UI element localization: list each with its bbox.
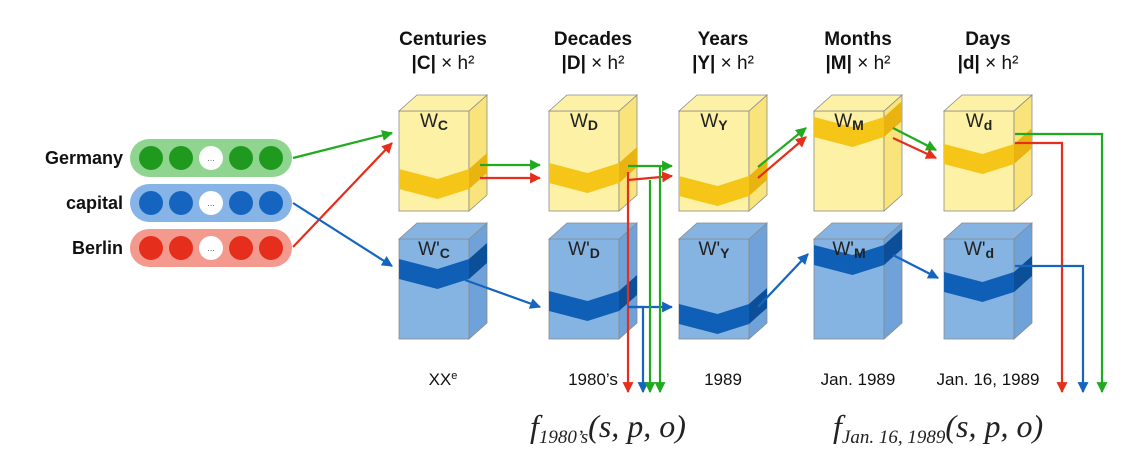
embedding-node <box>259 191 283 215</box>
weight-label: WD <box>570 111 598 133</box>
time-caption: Jan. 16, 1989 <box>936 370 1039 389</box>
band-stripe <box>549 291 619 321</box>
weight-box-y: WY <box>677 94 769 212</box>
band-stripe <box>944 272 1014 302</box>
red-output-arrow <box>1015 141 1068 394</box>
weight-label: Wd <box>966 111 993 133</box>
ellipsis-node <box>199 236 223 260</box>
blue-arrow <box>464 278 542 309</box>
band-stripe <box>944 144 1014 174</box>
blue-output-arrow <box>628 305 649 394</box>
blue-output-arrow <box>1015 264 1089 394</box>
band-stripe <box>814 117 884 147</box>
ellipsis-text: ... <box>207 153 215 163</box>
embedding-node <box>169 146 193 170</box>
weight-label: WY <box>700 111 728 133</box>
scoring-formulas: f1980’s(s, p, o) fJan. 16, 1989(s, p, o) <box>530 408 1043 448</box>
weight-box-prime-m: W'M <box>812 222 904 340</box>
embedding-node <box>259 146 283 170</box>
red-arrow <box>892 137 937 159</box>
score-function: fJan. 16, 1989(s, p, o) <box>833 408 1043 448</box>
weight-boxes: WC W'C WD W'D WY W'Y WM W'M Wd W'd <box>397 94 1034 340</box>
weight-box-prime-y: W'Y <box>677 222 769 340</box>
column-title: Days <box>965 29 1010 50</box>
input-embeddings: Germany ...capital ...Berlin... <box>45 139 292 267</box>
weight-label: WM <box>834 111 864 133</box>
column-dims: |D| × h² <box>562 53 625 74</box>
input-label: Germany <box>45 148 123 168</box>
embedding-node <box>229 191 253 215</box>
ellipsis-text: ... <box>207 198 215 208</box>
weight-box-d: WD <box>547 94 639 212</box>
green-arrow <box>892 127 937 151</box>
column-dims: |C| × h² <box>412 53 475 74</box>
red-arrow <box>292 142 393 248</box>
band-stripe <box>399 259 469 289</box>
band-stripe <box>549 163 619 193</box>
column-headers: Centuries |C| × h² Decades |D| × h² Years |Y|… <box>399 29 1018 74</box>
embedding-node <box>169 236 193 260</box>
column-dims: |d| × h² <box>958 53 1019 74</box>
ellipsis-node <box>199 191 223 215</box>
weight-label: W'M <box>832 239 865 261</box>
weight-box-prime-d: W'd <box>942 222 1034 340</box>
embedding-node <box>169 191 193 215</box>
time-captions: XXe 1980’s 1989 Jan. 1989 Jan. 16, 1989 <box>429 370 1040 389</box>
weight-box-prime-d: W'D <box>547 222 639 340</box>
blue-arrow <box>757 253 809 308</box>
band-stripe <box>679 176 749 206</box>
input-row-berlin: Berlin... <box>72 229 292 267</box>
weight-box-m: WM <box>812 94 904 212</box>
ellipsis-text: ... <box>207 243 215 253</box>
embedding-node <box>229 146 253 170</box>
red-arrow <box>627 171 674 183</box>
input-row-germany: Germany... <box>45 139 292 177</box>
green-arrow <box>757 127 807 168</box>
green-output-arrow <box>1015 132 1108 394</box>
weight-box-c: WC <box>397 94 489 212</box>
embedding-node <box>139 191 163 215</box>
column-dims: |M| × h² <box>825 53 890 74</box>
weight-label: W'Y <box>699 239 731 261</box>
time-caption: 1980’s <box>568 370 618 389</box>
red-arrow <box>757 136 807 179</box>
embedding-node <box>139 236 163 260</box>
weight-box-d: Wd <box>942 94 1034 212</box>
weight-label: WC <box>420 111 448 133</box>
weight-label: W'C <box>418 239 450 261</box>
blue-arrow <box>292 202 393 267</box>
column-title: Centuries <box>399 29 487 50</box>
weight-box-prime-c: W'C <box>397 222 489 340</box>
embedding-node <box>229 236 253 260</box>
input-label: capital <box>66 193 123 213</box>
weight-label: W'D <box>568 239 600 261</box>
weight-label: W'd <box>964 239 994 261</box>
time-caption: XXe <box>429 370 458 389</box>
time-caption: 1989 <box>704 370 742 389</box>
embedding-node <box>139 146 163 170</box>
column-title: Months <box>824 29 892 50</box>
input-label: Berlin <box>72 238 123 258</box>
score-function: f1980’s(s, p, o) <box>530 408 686 448</box>
flow-arrows <box>292 127 1108 394</box>
input-row-capital: capital... <box>66 184 292 222</box>
blue-arrow <box>892 254 939 279</box>
column-dims: |Y| × h² <box>692 53 754 74</box>
band-stripe <box>679 304 749 334</box>
green-arrow <box>292 130 394 160</box>
time-caption: Jan. 1989 <box>821 370 896 389</box>
band-stripe <box>399 169 469 199</box>
column-title: Decades <box>554 29 632 50</box>
embedding-node <box>259 236 283 260</box>
column-title: Years <box>698 29 749 50</box>
ellipsis-node <box>199 146 223 170</box>
band-stripe <box>814 245 884 275</box>
